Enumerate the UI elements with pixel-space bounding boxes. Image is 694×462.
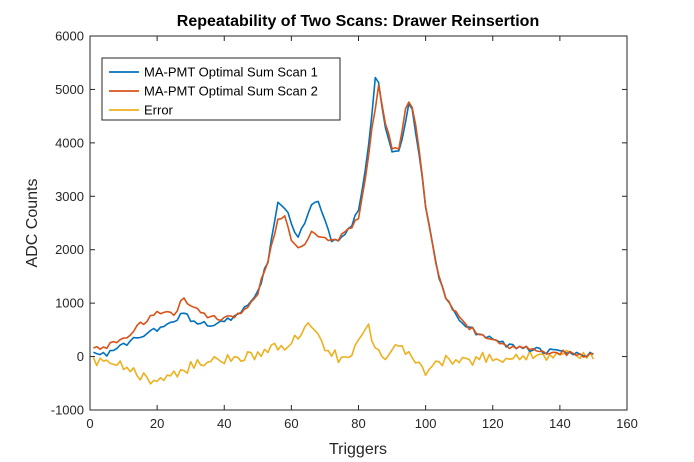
y-tick-label: 2000 — [55, 242, 84, 257]
y-tick-label: 1000 — [55, 296, 84, 311]
x-tick-label: 0 — [86, 416, 93, 431]
series-layer — [92, 76, 595, 385]
x-tick-label: 100 — [415, 416, 437, 431]
y-axis-title: ADC Counts — [24, 179, 41, 268]
legend-items: MA-PMT Optimal Sum Scan 1 MA-PMT Optimal … — [109, 65, 318, 118]
x-tick-label: 140 — [549, 416, 571, 431]
y-tick-label: -1000 — [51, 403, 84, 418]
y-tick-label: 0 — [77, 349, 84, 364]
y-tick-label: 3000 — [55, 189, 84, 204]
legend: MA-PMT Optimal Sum Scan 1 MA-PMT Optimal … — [101, 57, 341, 121]
x-tick-label: 20 — [150, 416, 164, 431]
series-line-2 — [92, 321, 595, 385]
x-tick-label: 80 — [351, 416, 365, 431]
x-tick-label: 120 — [482, 416, 504, 431]
x-axis-title: Triggers — [329, 441, 387, 458]
y-tick-label: 6000 — [55, 29, 84, 44]
legend-box — [101, 57, 341, 121]
y-tick-label: 4000 — [55, 135, 84, 150]
axes-layer: 0 20 40 60 80 100 120 140 160-100001000200030004… — [51, 29, 638, 432]
x-tick-label: 160 — [616, 416, 638, 431]
series-line-1 — [93, 84, 594, 358]
legend-label: MA-PMT Optimal Sum Scan 2 — [144, 84, 318, 99]
series-line-0 — [93, 76, 594, 358]
y-tick-label: 5000 — [55, 82, 84, 97]
x-tick-label: 40 — [217, 416, 231, 431]
x-tick-label: 60 — [284, 416, 298, 431]
chart-title: Repeatability of Two Scans: Drawer Reins… — [177, 13, 539, 30]
legend-label: MA-PMT Optimal Sum Scan 1 — [144, 65, 318, 80]
legend-label: Error — [144, 103, 174, 118]
